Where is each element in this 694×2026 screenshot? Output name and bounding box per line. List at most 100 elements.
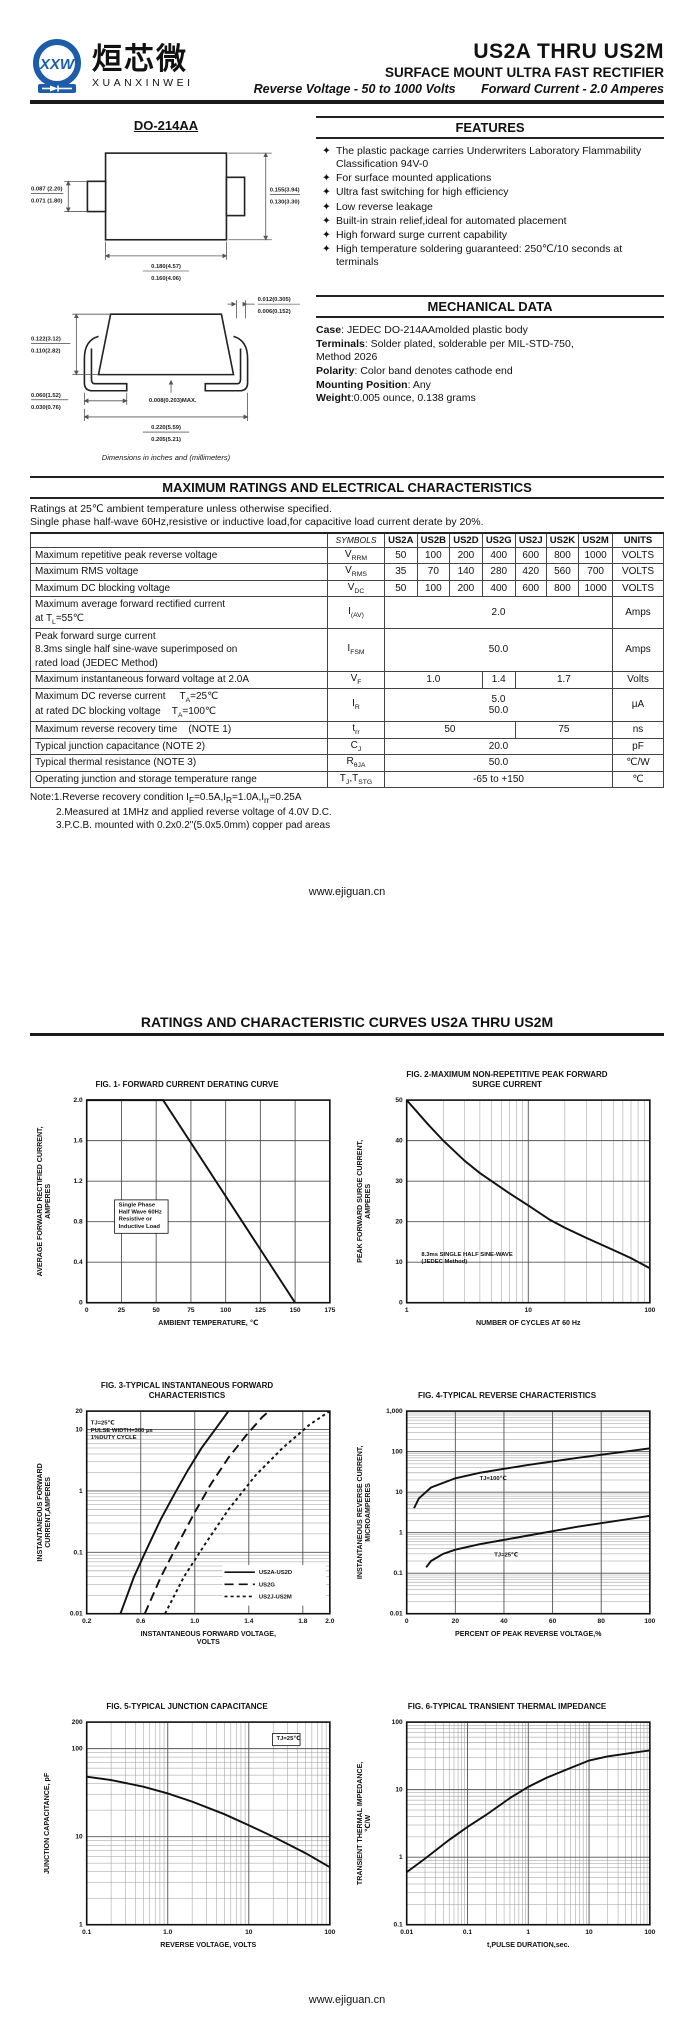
ratings-table-header: SYMBOLS US2A US2B US2D US2G US2J US2K US2M UNITS xyxy=(30,532,664,548)
brand-logo-icon: XXW xyxy=(33,39,81,93)
dim-side-lead-lower: 0.006(0.152) xyxy=(258,309,291,315)
parameter-value: 560 xyxy=(545,563,580,581)
fig2-series-surge xyxy=(405,1099,651,1269)
parameter-unit: Amps xyxy=(612,596,664,629)
svg-text:100: 100 xyxy=(644,1929,655,1936)
svg-text:1: 1 xyxy=(79,1922,83,1929)
column-header: US2K xyxy=(545,532,580,548)
parameter-value: 100 xyxy=(416,579,451,598)
svg-text:1: 1 xyxy=(399,1855,403,1862)
parameter-value: 140 xyxy=(449,563,483,581)
parameter-label: Maximum reverse recovery time (NOTE 1) xyxy=(30,721,328,739)
parameter-label: Peak forward surge current 8.3ms single h… xyxy=(30,627,328,673)
parameter-value: -65 to +150 xyxy=(384,770,613,789)
svg-text:0: 0 xyxy=(85,1307,89,1314)
svg-text:10: 10 xyxy=(395,1259,403,1266)
table-row: Maximum instantaneous forward voltage at… xyxy=(30,671,664,689)
parameter-value: 35 xyxy=(384,563,418,581)
brand-romanized-name: XUANXINWEI xyxy=(92,77,194,89)
feature-text: High forward surge current capability xyxy=(336,228,507,241)
feature-item: ✦ The plastic package carries Underwriter… xyxy=(322,145,664,171)
fig3-series-US2A-US2D xyxy=(119,1410,230,1615)
parameter-value: 50 xyxy=(384,721,516,739)
feature-text: Ultra fast switching for high efficiency xyxy=(336,186,509,199)
dim-top-bottom-upper: 0.180(4.57) xyxy=(151,264,181,270)
fig1-plot: 0 25 50 75 100 125 150 175 0 0.4 0.8 1.2 1.6 2.0 AMBIE… xyxy=(36,1097,336,1327)
feature-text: Low reverse leakage xyxy=(336,200,433,213)
fig5-figure: FIG. 5-TYPICAL JUNCTION CAPACITANCE 0.1 1.… xyxy=(32,1692,342,1967)
note-line: 3.P.C.B. mounted with 0.2x0.2"(5.0x5.0mm… xyxy=(56,819,331,831)
parameter-label: Maximum DC blocking voltage xyxy=(30,579,328,598)
parameter-symbol: VF xyxy=(327,671,385,689)
svg-text:200: 200 xyxy=(72,1720,83,1727)
svg-text:0: 0 xyxy=(405,1618,409,1625)
tagline-reverse-voltage: Reverse Voltage - 50 to 1000 Volts xyxy=(253,82,456,96)
brand-chinese-name: 烜芯微 xyxy=(92,43,188,76)
mechanical-data-title: MECHANICAL DATA xyxy=(316,295,664,319)
parameter-value: 5.0 50.0 xyxy=(384,687,613,723)
features-column: FEATURES ✦ The plastic package carries Un… xyxy=(316,112,664,462)
fig4-annotation: TJ=100℃ xyxy=(480,1475,507,1482)
parameter-value: 2.0 xyxy=(384,596,613,629)
parameter-symbol: IR xyxy=(327,687,385,723)
svg-text:40: 40 xyxy=(500,1618,508,1625)
parameter-value: 800 xyxy=(545,579,580,598)
mechanical-data-list: Case: JEDEC DO-214AAmolded plastic body T… xyxy=(316,324,664,406)
parameter-value: 200 xyxy=(449,546,483,565)
ratings-notes: Note:1.Reverse recovery condition IF=0.5… xyxy=(30,791,664,832)
table-row: Typical thermal resistance (NOTE 3) RθJA 5… xyxy=(30,754,664,772)
package-drawing-column: DO-214AA 0.155(3.94) 0.130(3.30) xyxy=(30,112,302,462)
parameter-unit: ℃/W xyxy=(612,754,664,772)
dim-top-left-lower: 0.071 (1.80) xyxy=(31,198,62,204)
svg-text:75: 75 xyxy=(187,1307,195,1314)
svg-text:20: 20 xyxy=(75,1408,83,1415)
ratings-table-body: Maximum repetitive peak reverse voltage V… xyxy=(30,546,664,789)
svg-text:1: 1 xyxy=(526,1929,530,1936)
svg-text:100: 100 xyxy=(72,1746,83,1753)
svg-text:0.1: 0.1 xyxy=(82,1929,91,1936)
dim-top-right-upper: 0.155(3.94) xyxy=(270,187,300,193)
feature-item: ✦ Ultra fast switching for high efficienc… xyxy=(322,186,664,199)
fig3-legend-label: US2A-US2D xyxy=(259,1570,292,1576)
svg-text:20: 20 xyxy=(452,1618,460,1625)
svg-text:2.0: 2.0 xyxy=(73,1097,82,1104)
feature-text: For surface mounted applications xyxy=(336,172,492,185)
svg-text:0.4: 0.4 xyxy=(73,1259,82,1266)
fig3-plot: 0.2 0.6 1.0 1.4 1.8 2.0 0.01 0.1 1 10 20 INSTANTANE… xyxy=(36,1408,335,1646)
parameter-label: Typical thermal resistance (NOTE 3) xyxy=(30,754,328,772)
table-row: Maximum reverse recovery time (NOTE 1) tr… xyxy=(30,721,664,739)
package-top-view-drawing: 0.155(3.94) 0.130(3.30) 0.087 (2.20) 0.0… xyxy=(31,152,300,282)
column-header: US2M xyxy=(578,532,613,548)
svg-text:2.0: 2.0 xyxy=(325,1618,334,1625)
svg-text:50: 50 xyxy=(153,1307,161,1314)
svg-text:1.0: 1.0 xyxy=(163,1929,172,1936)
ratings-conditions: Ratings at 25℃ ambient temperature unles… xyxy=(30,503,664,529)
header: XXW 烜芯微 XUANXINWEI US2A THRU US2M SURFAC… xyxy=(30,38,664,104)
parameter-symbol: VRRM xyxy=(327,546,385,565)
parameter-value: 50.0 xyxy=(384,754,613,772)
svg-text:1: 1 xyxy=(399,1530,403,1537)
feature-item: ✦ Low reverse leakage xyxy=(322,201,664,214)
fig3-figure: FIG. 3-TYPICAL INSTANTANEOUS FORWARD CHAR… xyxy=(32,1381,342,1656)
fig1-figure: FIG. 1- FORWARD CURRENT DERATING CURVE 0 2… xyxy=(32,1070,342,1345)
table-row: Maximum repetitive peak reverse voltage V… xyxy=(30,546,664,565)
svg-text:10: 10 xyxy=(395,1787,403,1794)
parameter-value: 700 xyxy=(578,563,613,581)
diode-symbol-icon xyxy=(38,84,76,93)
fig3-title: FIG. 3-TYPICAL INSTANTANEOUS FORWARD CHAR… xyxy=(100,1381,274,1401)
fig2-x-axis-label: NUMBER OF CYCLES AT 60 Hz xyxy=(476,1319,581,1327)
dimensions-caption: Dimensions in inches and (millimeters) xyxy=(101,453,231,463)
table-row: Maximum DC blocking voltage VDC 50 100 200 40… xyxy=(30,579,664,598)
parameter-value: 200 xyxy=(449,579,483,598)
parameter-label: Maximum instantaneous forward voltage at… xyxy=(30,671,328,689)
parameter-symbol: RθJA xyxy=(327,754,385,772)
fig2-annotation: 8.3ms SINGLE HALF SINE-WAVE (JEDEC Method… xyxy=(421,1252,512,1265)
dim-side-foot-upper: 0.060(1.52) xyxy=(31,393,61,399)
parameter-value: 600 xyxy=(514,546,547,565)
parameter-symbol: VDC xyxy=(327,579,385,598)
fig6-y-axis-label: TRANSIENT THERMAL IMPEDANCE,℃/W xyxy=(356,1762,372,1885)
feature-item: ✦ High forward surge current capability xyxy=(322,229,664,242)
fig4-series-TJ-100C xyxy=(413,1447,650,1509)
parameter-value: 600 xyxy=(514,579,547,598)
